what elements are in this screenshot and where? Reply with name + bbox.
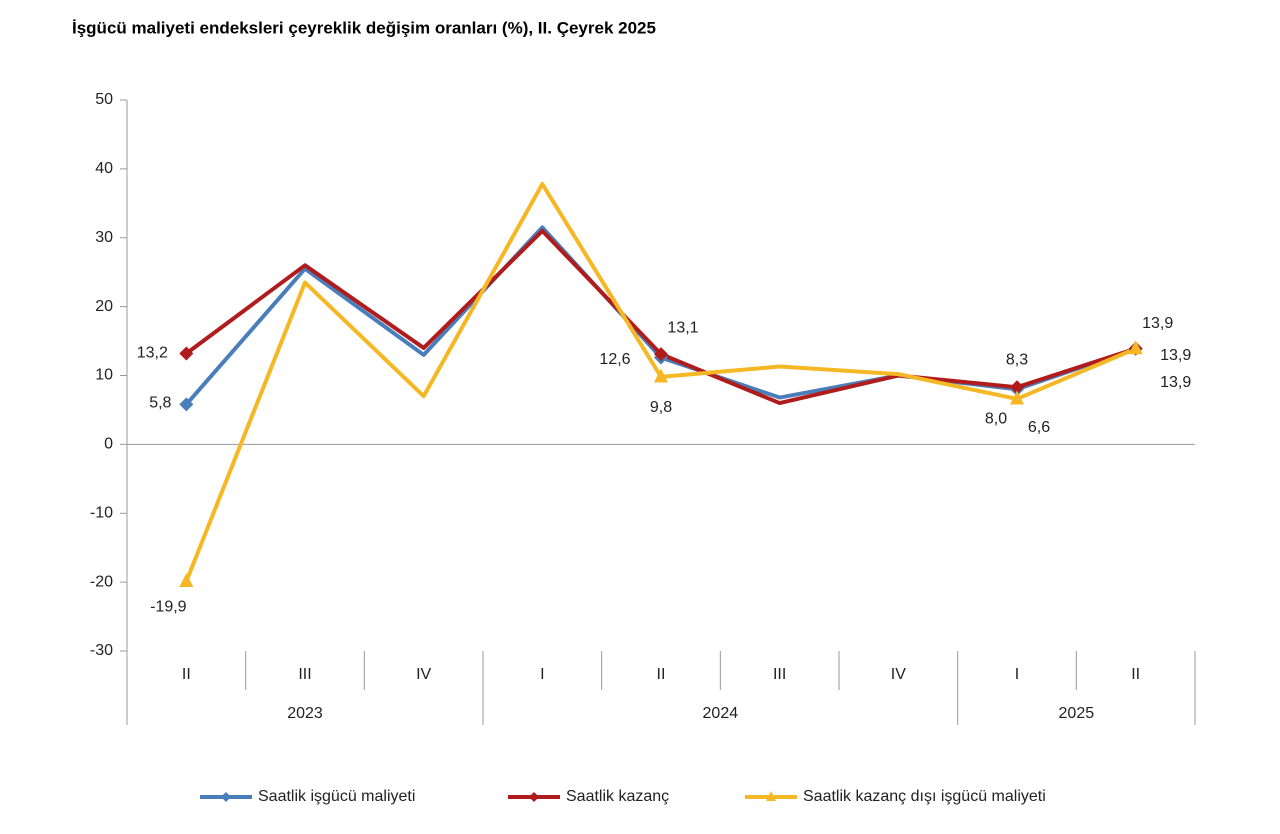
data-label: 13,2 [137,345,168,362]
x-group-label: 2023 [287,705,323,722]
x-tick-label: IV [891,666,906,683]
y-tick-label: 50 [95,91,113,108]
marker [179,573,194,588]
data-label: -19,9 [150,599,187,616]
x-tick-label: III [298,666,311,683]
marker [529,792,539,802]
y-tick-label: 0 [104,436,113,453]
data-label: 8,0 [985,410,1007,427]
x-tick-label: II [182,666,191,683]
y-tick-label: 10 [95,367,113,384]
marker [1010,390,1024,405]
series-line [184,182,1137,583]
y-tick-label: -20 [90,573,113,590]
data-label: 13,9 [1142,315,1173,332]
y-tick-label: -10 [90,504,113,521]
x-tick-label: II [1131,666,1140,683]
x-tick-label: III [773,666,786,683]
x-tick-label: I [1015,666,1019,683]
legend-label: Saatlik kazanç dışı işgücü maliyeti [803,788,1046,805]
data-label: 5,8 [149,395,171,412]
y-tick-label: 30 [95,229,113,246]
data-label: 13,1 [667,319,698,336]
legend-label: Saatlik işgücü maliyeti [258,788,415,805]
data-label: 8,3 [1006,351,1028,368]
marker [179,397,194,412]
y-tick-label: -30 [90,642,113,659]
y-tick-label: 40 [95,160,113,177]
data-label: 12,6 [599,351,630,368]
y-tick-label: 20 [95,298,113,315]
x-group-label: 2025 [1059,705,1095,722]
marker [654,368,668,383]
x-tick-label: II [657,666,666,683]
data-label: 13,9 [1160,374,1191,391]
data-label: 13,9 [1160,347,1191,364]
marker [654,347,668,362]
x-group-label: 2024 [703,705,739,722]
marker [766,791,776,801]
legend-label: Saatlik kazanç [566,788,669,805]
chart-title: İşgücü maliyeti endeksleri çeyreklik değ… [72,18,656,37]
marker [221,792,231,802]
marker [1010,380,1024,395]
marker [1128,340,1143,355]
x-tick-label: I [540,666,544,683]
data-label: 6,6 [1028,419,1050,436]
marker [179,346,194,361]
x-tick-label: IV [416,666,431,683]
data-label: 9,8 [650,399,672,416]
